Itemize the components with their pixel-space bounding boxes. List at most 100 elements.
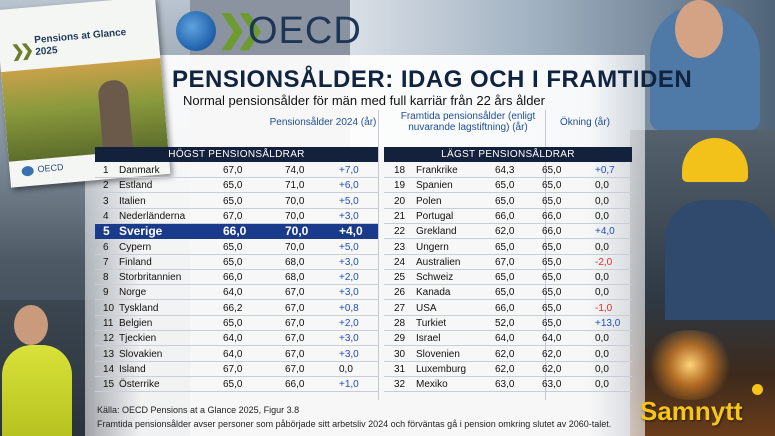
row-rank: 21 (394, 210, 406, 222)
chart-subtitle: Normal pensionsålder för män med full ka… (183, 93, 545, 108)
row-country: Slovakien (119, 348, 163, 360)
table-row: 3 Italien 65,0 70,0 +5,0 (95, 194, 378, 209)
table-row: 5 Sverige 66,0 70,0 +4,0 (95, 224, 378, 240)
column-divider (378, 110, 379, 400)
row-rank: 3 (103, 195, 109, 207)
row-change: +3,0 (339, 210, 359, 222)
row-rank: 23 (394, 241, 406, 253)
row-change: +13,0 (595, 318, 621, 329)
row-future-age: 62,0 (542, 363, 562, 375)
row-rank: 12 (103, 333, 115, 345)
row-change: +4,0 (339, 224, 363, 239)
row-country: Finland (119, 256, 152, 268)
row-country: Tjeckien (119, 333, 157, 345)
row-rank: 30 (394, 348, 406, 360)
table-row: 27 USA 66,0 65,0 -1,0 (384, 301, 632, 316)
row-future-age: 67,0 (285, 363, 305, 375)
row-rank: 5 (103, 224, 110, 239)
row-future-age: 68,0 (285, 256, 305, 268)
row-current-age: 66,0 (495, 210, 515, 222)
row-future-age: 66,0 (542, 210, 562, 222)
row-change: -2,0 (595, 256, 613, 268)
row-future-age: 65,0 (542, 302, 562, 314)
oecd-logo: OECD (248, 10, 362, 52)
row-rank: 13 (103, 348, 115, 360)
table-row: 28 Turkiet 52,0 65,0 +13,0 (384, 316, 632, 331)
row-current-age: 65,0 (495, 180, 515, 192)
row-rank: 7 (103, 256, 109, 268)
row-future-age: 66,0 (542, 226, 562, 238)
column-divider (545, 110, 546, 400)
row-change: +4,0 (595, 226, 615, 238)
row-rank: 32 (394, 379, 406, 391)
row-current-age: 65,0 (223, 195, 243, 207)
row-change: 0,0 (595, 241, 609, 253)
table-row: 31 Luxemburg 62,0 62,0 0,0 (384, 362, 632, 377)
row-country: Kanada (416, 287, 451, 299)
column-header-current: Pensionsålder 2024 (år) (269, 117, 377, 128)
row-current-age: 67,0 (223, 363, 243, 375)
row-change: +3,0 (339, 287, 359, 299)
row-change: +3,0 (339, 348, 359, 360)
row-change: +2,0 (339, 318, 359, 329)
table-row: 12 Tjeckien 64,0 67,0 +3,0 (95, 331, 378, 347)
row-country: Ungern (416, 241, 449, 253)
row-future-age: 71,0 (285, 180, 305, 192)
row-rank: 31 (394, 363, 406, 375)
row-current-age: 66,0 (223, 224, 247, 239)
row-change: +2,0 (339, 272, 359, 284)
row-rank: 24 (394, 256, 406, 268)
row-current-age: 65,0 (495, 195, 515, 207)
row-country: Island (119, 363, 146, 375)
report-title: Pensions at Glance 2025 (33, 27, 127, 58)
row-future-age: 67,0 (285, 318, 305, 329)
row-rank: 18 (394, 165, 406, 176)
row-country: Turkiet (416, 318, 447, 329)
row-country: Grekland (416, 226, 457, 238)
row-change: +0,7 (595, 165, 615, 176)
table-row: 23 Ungern 65,0 65,0 0,0 (384, 240, 632, 255)
column-header-future: Framtida pensionsålder (enligt nuvarande… (400, 111, 536, 133)
row-change: 0,0 (595, 348, 609, 360)
row-change: -1,0 (595, 302, 613, 314)
row-rank: 4 (103, 210, 109, 222)
row-future-age: 74,0 (285, 165, 305, 176)
row-rank: 25 (394, 272, 406, 284)
samnytt-logo: Samnytt (640, 396, 743, 426)
row-country: Mexiko (416, 379, 448, 391)
row-current-age: 65,0 (223, 241, 243, 253)
oecd-chevron-icon: ❯❯ (10, 42, 31, 62)
row-rank: 11 (103, 318, 114, 329)
row-future-age: 70,0 (285, 241, 305, 253)
table-row: 9 Norge 64,0 67,0 +3,0 (95, 285, 378, 301)
source-text: Källa: OECD Pensions at a Glance 2025, F… (97, 405, 300, 415)
row-future-age: 65,0 (542, 241, 562, 253)
table-row: 2 Estland 65,0 71,0 +6,0 (95, 178, 378, 194)
row-future-age: 65,0 (542, 318, 562, 329)
row-current-age: 65,0 (223, 379, 243, 391)
table-row: 19 Spanien 65,0 65,0 0,0 (384, 178, 632, 194)
row-future-age: 67,0 (285, 287, 305, 299)
row-rank: 2 (103, 180, 109, 192)
row-future-age: 66,0 (285, 379, 305, 391)
row-future-age: 65,0 (542, 180, 562, 192)
report-publisher: OECD (37, 162, 64, 175)
row-rank: 10 (103, 302, 115, 314)
row-change: +5,0 (339, 241, 359, 253)
table-header-highest: HÖGST PENSIONSÅLDRAR (95, 147, 378, 162)
row-country: Polen (416, 195, 442, 207)
row-current-age: 62,0 (495, 226, 515, 238)
row-rank: 8 (103, 272, 109, 284)
row-current-age: 65,0 (495, 241, 515, 253)
row-rank: 15 (103, 379, 115, 391)
row-current-age: 63,0 (495, 379, 515, 391)
row-change: 0,0 (595, 333, 609, 345)
row-change: 0,0 (595, 180, 609, 192)
row-future-age: 65,0 (542, 287, 562, 299)
row-future-age: 68,0 (285, 272, 305, 284)
table-row: 7 Finland 65,0 68,0 +3,0 (95, 255, 378, 270)
row-country: Schweiz (416, 272, 454, 284)
table-row: 14 Island 67,0 67,0 0,0 (95, 362, 378, 377)
table-row: 6 Cypern 65,0 70,0 +5,0 (95, 240, 378, 255)
row-rank: 14 (103, 363, 115, 375)
